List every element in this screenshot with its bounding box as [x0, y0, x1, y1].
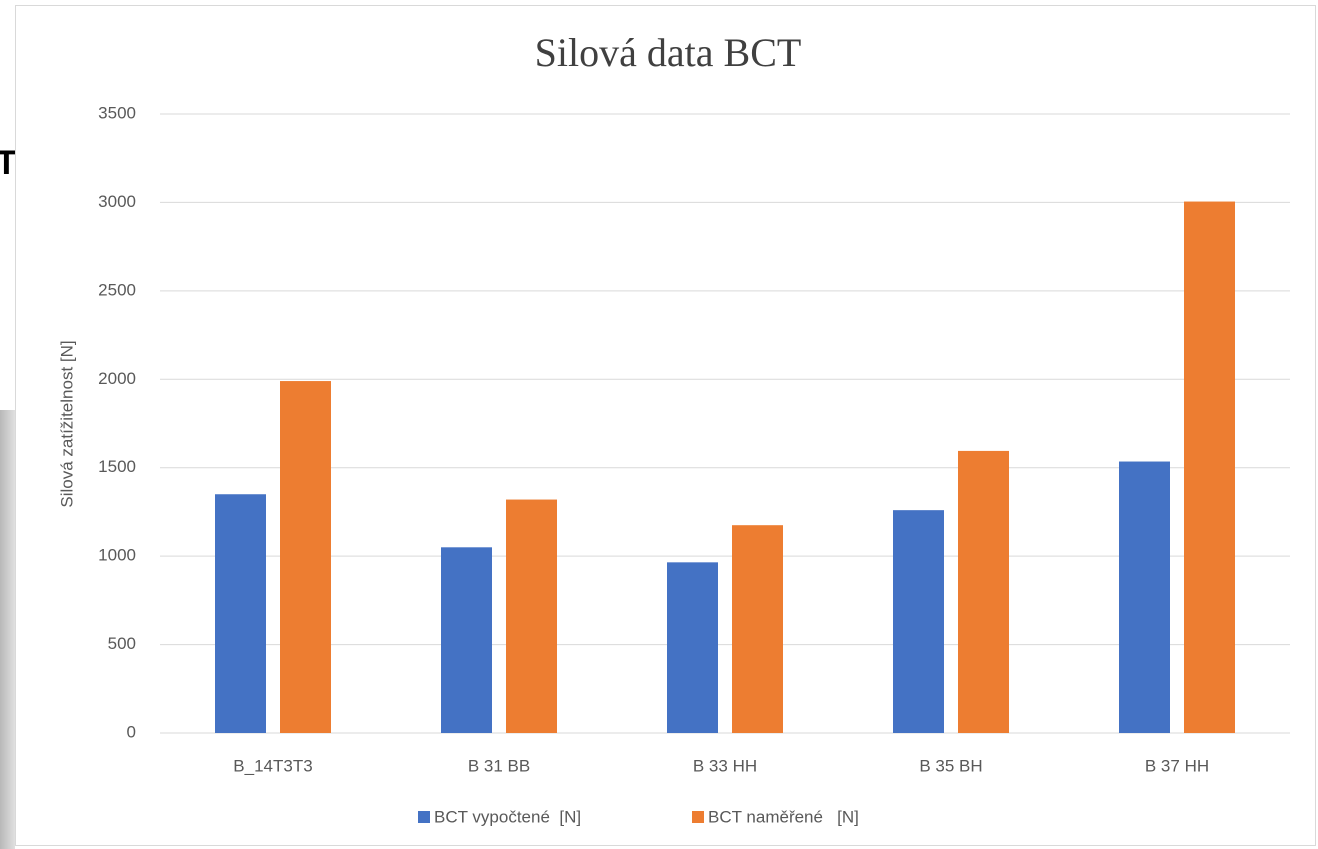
- bar: [441, 547, 492, 733]
- legend-label: BCT vypočtené [N]: [434, 807, 581, 826]
- x-tick-label: B 31 BB: [468, 756, 530, 775]
- background-text: T: [0, 144, 17, 182]
- y-tick-label: 3500: [98, 103, 136, 122]
- x-tick-label: B 35 BH: [919, 756, 982, 775]
- legend-label: BCT naměřené [N]: [708, 807, 859, 826]
- x-tick-label: B 37 HH: [1145, 756, 1209, 775]
- bar: [958, 450, 1009, 733]
- bar: [215, 494, 266, 733]
- bar: [732, 525, 783, 733]
- y-tick-label: 0: [127, 722, 136, 741]
- legend-swatch: [692, 811, 704, 823]
- bar: [893, 510, 944, 733]
- bar: [1119, 461, 1170, 733]
- bar: [1184, 201, 1235, 733]
- x-tick-label: B_14T3T3: [233, 756, 312, 775]
- y-tick-label: 1000: [98, 546, 136, 565]
- y-tick-label: 1500: [98, 457, 136, 476]
- y-axis-label: Silová zatížitelnost [N]: [57, 340, 76, 507]
- y-tick-label: 2000: [98, 369, 136, 388]
- legend-swatch: [418, 811, 430, 823]
- background-panel: [0, 410, 15, 849]
- y-tick-label: 3000: [98, 192, 136, 211]
- y-tick-label: 500: [108, 634, 136, 653]
- bar: [280, 381, 331, 733]
- chart-title: Silová data BCT: [535, 30, 802, 75]
- x-tick-label: B 33 HH: [693, 756, 757, 775]
- y-tick-label: 2500: [98, 280, 136, 299]
- bar: [506, 499, 557, 733]
- bar: [667, 562, 718, 733]
